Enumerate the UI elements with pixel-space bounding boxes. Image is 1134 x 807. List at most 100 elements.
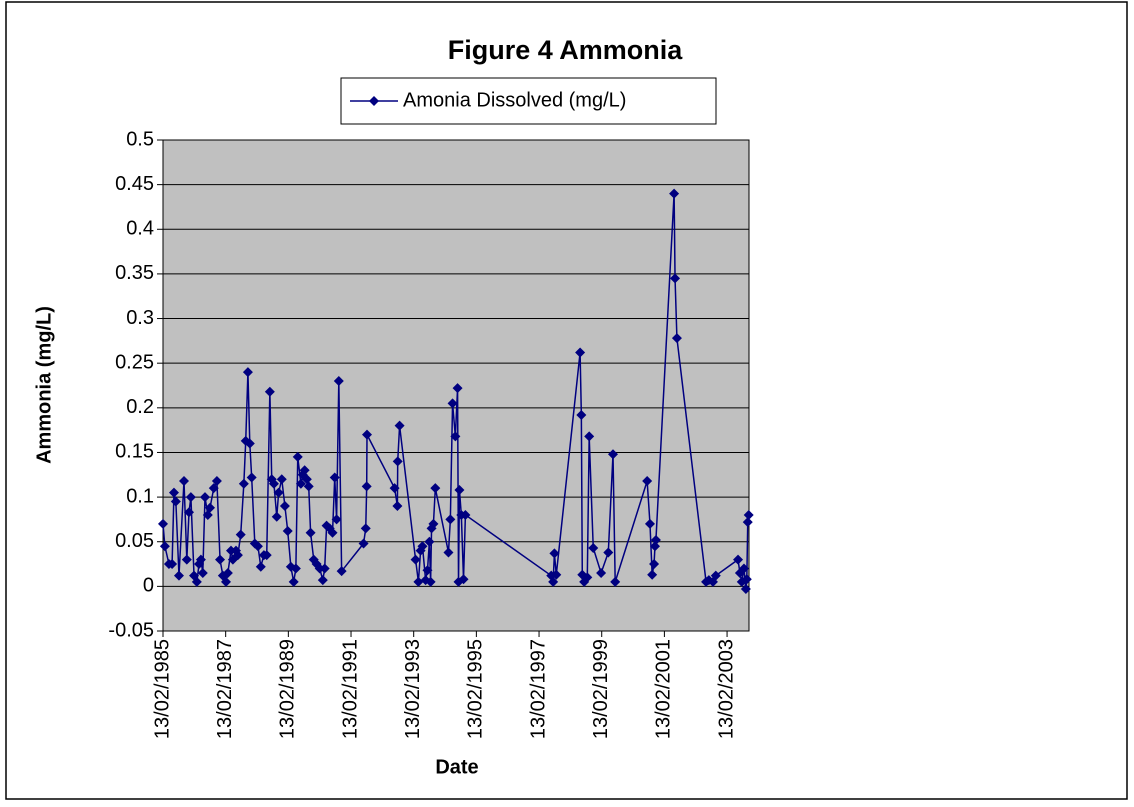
data-point [549, 548, 560, 559]
data-point [271, 511, 282, 522]
x-tick-label: 13/02/2003 [715, 639, 737, 739]
data-point [246, 472, 257, 483]
data-point [282, 526, 293, 537]
data-point [255, 561, 266, 572]
data-point [361, 481, 372, 492]
data-point [575, 347, 586, 358]
data-point [178, 476, 189, 487]
data-point [576, 409, 587, 420]
x-tick-label: 13/02/1993 [402, 639, 424, 739]
x-tick-label: 13/02/1997 [527, 639, 549, 739]
data-point [644, 518, 655, 529]
y-tick-label: 0 [143, 575, 154, 597]
data-point [181, 554, 192, 565]
data-point [588, 542, 599, 553]
data-point [167, 559, 178, 570]
data-point [211, 476, 222, 487]
data-point [226, 545, 237, 556]
x-tick-label: 13/02/2001 [653, 639, 675, 739]
x-tick-label: 13/02/1985 [151, 639, 173, 739]
y-tick-label: 0.15 [115, 441, 154, 463]
y-tick-label: 0.45 [115, 173, 154, 195]
data-point [292, 451, 303, 462]
data-point [314, 563, 325, 574]
data-point [319, 563, 330, 574]
legend-label: Amonia Dissolved (mg/L) [403, 89, 626, 111]
data-point [232, 550, 243, 561]
data-point [428, 518, 439, 529]
data-point [422, 565, 433, 576]
data-point [331, 514, 342, 525]
data-point [430, 483, 441, 494]
data-point [642, 476, 653, 487]
data-point [235, 529, 246, 540]
data-point [261, 550, 272, 561]
data-point [170, 496, 181, 507]
y-tick-label: 0.4 [126, 218, 154, 240]
x-tick-label: 13/02/1991 [339, 639, 361, 739]
data-point [273, 487, 284, 498]
data-point [303, 481, 314, 492]
data-point [452, 383, 463, 394]
y-axis-title: Ammonia (mg/L) [33, 306, 55, 464]
data-point [268, 478, 279, 489]
data-point [264, 386, 275, 397]
data-point [413, 576, 424, 587]
data-point [301, 474, 312, 485]
y-tick-label: -0.05 [108, 619, 154, 641]
data-point [596, 567, 607, 578]
data-point [584, 431, 595, 442]
data-point [185, 492, 196, 503]
y-tick-label: 0.05 [115, 530, 154, 552]
data-point [333, 376, 344, 387]
data-point [649, 559, 660, 570]
data-point [424, 536, 435, 547]
data-point [317, 575, 328, 586]
data-point [358, 538, 369, 549]
data-point [305, 527, 316, 538]
data-point [582, 572, 593, 583]
data-point [362, 429, 373, 440]
data-point [738, 563, 749, 574]
data-point [197, 567, 208, 578]
data-point [242, 367, 253, 378]
data-point [327, 527, 338, 538]
data-point [710, 570, 721, 581]
data-point [288, 576, 299, 587]
data-point [458, 574, 469, 585]
data-point [159, 541, 170, 552]
data-point [670, 273, 681, 284]
data-point [329, 472, 340, 483]
data-point [389, 483, 400, 494]
data-point [610, 576, 621, 587]
data-point [669, 188, 680, 199]
y-tick-label: 0.5 [126, 128, 154, 150]
data-point [650, 534, 661, 545]
legend-marker [369, 96, 379, 106]
data-point [733, 554, 744, 565]
data-point [410, 554, 421, 565]
data-point [548, 576, 559, 587]
data-point [238, 478, 249, 489]
x-tick-label: 13/02/1989 [277, 639, 299, 739]
plot-border [162, 139, 750, 632]
data-point [607, 449, 618, 460]
x-tick-label: 13/02/1999 [590, 639, 612, 739]
data-point [394, 420, 405, 431]
data-point [454, 484, 465, 495]
y-tick-label: 0.2 [126, 396, 154, 418]
data-point [742, 517, 753, 528]
data-point [295, 478, 306, 489]
data-point [392, 456, 403, 467]
data-point [158, 518, 168, 529]
data-point [743, 509, 754, 520]
data-point [447, 398, 458, 409]
data-point [425, 576, 436, 587]
data-point [173, 570, 184, 581]
data-point [443, 547, 454, 558]
data-point [450, 431, 461, 442]
data-point [279, 501, 290, 512]
data-point [208, 483, 219, 494]
data-point [220, 576, 231, 587]
